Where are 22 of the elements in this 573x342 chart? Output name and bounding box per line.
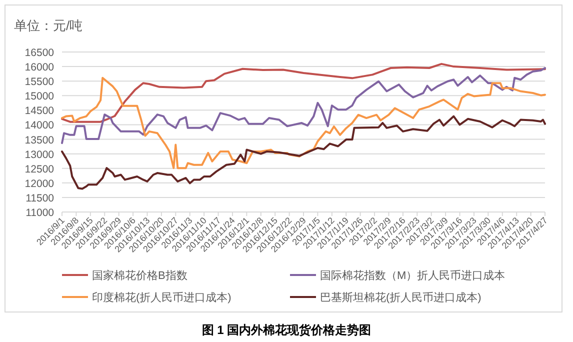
y-tick-label: 16500: [24, 47, 54, 59]
text: 图 1 国内外棉花现货价格走势图: [202, 323, 372, 337]
y-tick-label: 13000: [24, 148, 54, 161]
y-tick-label: 15500: [24, 76, 54, 88]
line-series: [61, 115, 546, 190]
y-tick-label: 12000: [24, 178, 54, 190]
legend-label: 国家棉花价格B指数: [92, 269, 188, 282]
line-series: [61, 62, 546, 123]
y-tick-label: 14500: [24, 105, 54, 118]
y-axis-title: 单位：元/吨: [14, 18, 83, 33]
legend-label: 国际棉花指数（M）折人民币进口成本: [320, 269, 506, 282]
y-tick-label: 15000: [24, 90, 54, 103]
y-tick-label: 16000: [24, 62, 54, 74]
y-tick-label: 11000: [26, 207, 54, 219]
legend-label: 巴基斯坦棉花(折人民币进口成本): [320, 291, 482, 304]
y-tick-label: 12500: [24, 163, 54, 176]
y-tick-label: 14000: [24, 120, 54, 132]
line-series: [61, 76, 546, 170]
y-tick-label: 11500: [26, 192, 54, 204]
y-tick-label: 13500: [24, 134, 54, 146]
line-series: [61, 67, 546, 144]
legend-label: 印度棉花(折人民币进口成本): [92, 291, 232, 304]
